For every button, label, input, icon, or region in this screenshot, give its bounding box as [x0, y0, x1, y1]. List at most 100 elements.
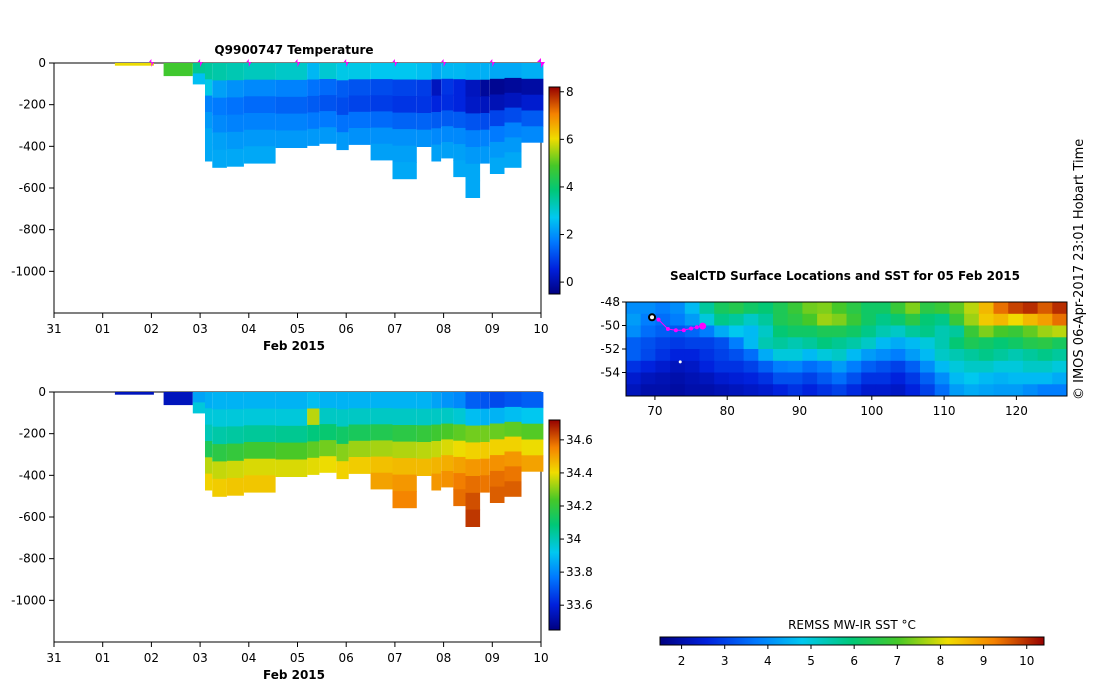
sst-cell: [1052, 302, 1067, 315]
sst-colorbar-tick-label: 6: [850, 654, 858, 668]
sst-cell: [655, 360, 671, 374]
sst-cell: [993, 360, 1009, 374]
sst-cell: [1008, 302, 1024, 315]
section-cell: [212, 80, 227, 99]
sst-cell: [964, 325, 980, 338]
sst-colorbar-tick-label: 10: [1019, 654, 1034, 668]
sst-cell: [714, 325, 730, 338]
y-tick-label: -200: [19, 427, 46, 441]
section-cell: [504, 392, 522, 408]
section-cell: [465, 492, 481, 511]
section-cell: [370, 111, 393, 129]
section-cell: [114, 63, 154, 66]
sst-cell: [1052, 372, 1067, 385]
sst-cell: [890, 302, 906, 315]
sst-cell: [743, 360, 759, 374]
temperature-y-axis: 0 -200 -400 -600 -800 -1000: [11, 56, 54, 278]
sst-cell: [699, 302, 715, 315]
section-cell: [416, 392, 432, 410]
section-cell: [226, 97, 244, 116]
sst-cell: [1022, 384, 1039, 396]
temperature-cells: [114, 63, 544, 198]
sst-cell: [993, 325, 1009, 338]
sst-cell: [964, 384, 980, 396]
sst-cell: [626, 313, 642, 327]
section-cell: [453, 79, 466, 96]
sst-cell: [890, 360, 906, 374]
sst-cell: [1052, 313, 1067, 327]
section-cell: [205, 441, 213, 458]
section-cell: [307, 424, 320, 442]
sst-cell: [905, 302, 921, 315]
sst-cell: [626, 337, 642, 350]
salinity-x-axis: 31 01 02 03 04 05 06 07 08 09 10: [46, 642, 549, 665]
section-cell: [319, 63, 337, 80]
section-cell: [348, 392, 371, 409]
section-cell: [465, 79, 481, 98]
section-cell: [392, 63, 417, 81]
section-cell: [465, 425, 481, 443]
section-cell: [243, 146, 276, 164]
section-cell: [348, 440, 371, 458]
sst-cell: [890, 349, 906, 362]
sst-cell: [773, 313, 789, 327]
section-cell: [480, 113, 490, 131]
track-point: [665, 327, 670, 332]
sst-cell: [743, 337, 759, 350]
section-cell: [453, 144, 466, 161]
sst-cell: [1008, 384, 1024, 396]
sst-cell: [978, 384, 994, 396]
sst-cell: [817, 337, 833, 350]
section-cell: [370, 392, 393, 409]
profile-marker: [441, 59, 447, 67]
sst-cell: [802, 313, 818, 327]
sst-cell: [1022, 337, 1039, 350]
section-cell: [392, 474, 417, 492]
sst-cell: [949, 337, 965, 350]
sst-cell: [993, 337, 1009, 350]
section-cell: [465, 113, 481, 131]
x-tick-label: 04: [241, 651, 256, 665]
section-cell: [392, 458, 417, 476]
section-cell: [480, 458, 490, 476]
sst-cell: [978, 325, 994, 338]
section-cell: [489, 157, 505, 174]
sst-cell: [905, 360, 921, 374]
section-cell: [243, 442, 276, 460]
section-cell: [275, 79, 308, 98]
sst-cell: [1022, 360, 1039, 374]
section-cell: [441, 94, 454, 111]
section-cell: [489, 63, 505, 80]
section-cell: [521, 126, 544, 143]
y-tick-label: -400: [19, 468, 46, 482]
profile-marker: [295, 59, 300, 67]
sst-cell: [670, 372, 686, 385]
sst-map-lat-axis: -48 -50 -52 -54: [600, 295, 626, 380]
sst-cell: [920, 325, 936, 338]
sst-cell: [1022, 349, 1039, 362]
section-cell: [212, 409, 227, 428]
section-cell: [275, 408, 308, 427]
sst-cell: [920, 313, 936, 327]
section-cell: [370, 424, 393, 441]
section-cell: [348, 95, 371, 113]
profile-marker: [343, 59, 349, 67]
sst-cell: [802, 337, 818, 350]
section-cell: [441, 142, 454, 159]
section-cell: [465, 392, 481, 410]
section-cell: [336, 409, 349, 428]
sst-cell: [846, 337, 862, 350]
sst-cell: [714, 349, 730, 362]
sst-colorbar-tick-label: 7: [893, 654, 901, 668]
section-cell: [416, 408, 432, 426]
sst-cell: [714, 384, 730, 396]
sst-cell: [626, 384, 642, 396]
track-point: [656, 317, 661, 322]
x-tick-label: 10: [533, 322, 548, 336]
section-cell: [480, 129, 490, 147]
section-cell: [453, 456, 466, 474]
sst-cell: [861, 337, 877, 350]
track-point: [673, 328, 678, 333]
colorbar-tick-label: 4: [566, 180, 574, 194]
section-cell: [453, 392, 466, 409]
